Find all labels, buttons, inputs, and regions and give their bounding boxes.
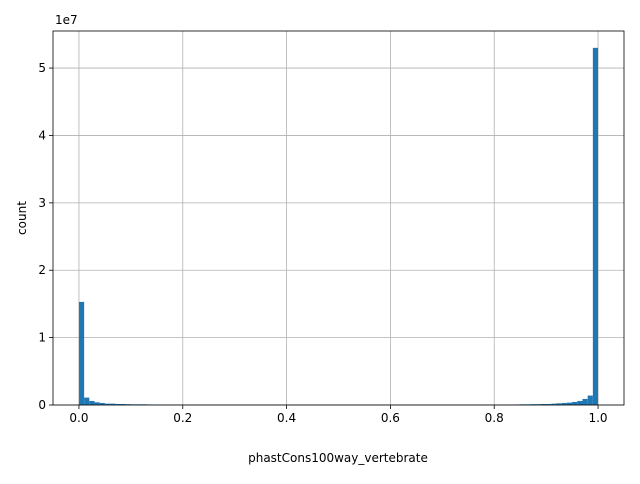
bar xyxy=(79,302,84,405)
bar xyxy=(572,402,577,405)
y-tick-label: 0 xyxy=(38,398,46,412)
x-tick-label: 0.4 xyxy=(277,411,296,425)
bar xyxy=(84,398,89,405)
x-tick-label: 0.0 xyxy=(69,411,88,425)
y-tick-label: 4 xyxy=(38,128,46,142)
bar xyxy=(577,401,582,405)
y-offset-label: 1e7 xyxy=(55,13,78,27)
y-tick-label: 3 xyxy=(38,196,46,210)
bar xyxy=(582,399,587,405)
x-axis-label: phastCons100way_vertebrate xyxy=(248,451,428,465)
plot-frame xyxy=(53,31,624,405)
bar xyxy=(95,402,100,405)
x-tick-label: 1.0 xyxy=(588,411,607,425)
bar xyxy=(593,48,598,405)
y-tick-label: 5 xyxy=(38,61,46,75)
x-tick-label: 0.6 xyxy=(381,411,400,425)
x-tick-label: 0.2 xyxy=(173,411,192,425)
x-tick-label: 0.8 xyxy=(485,411,504,425)
y-tick-label: 2 xyxy=(38,263,46,277)
y-tick-label: 1 xyxy=(38,331,46,345)
y-axis-label: count xyxy=(15,201,29,235)
bar xyxy=(588,396,593,405)
bar xyxy=(89,401,94,405)
